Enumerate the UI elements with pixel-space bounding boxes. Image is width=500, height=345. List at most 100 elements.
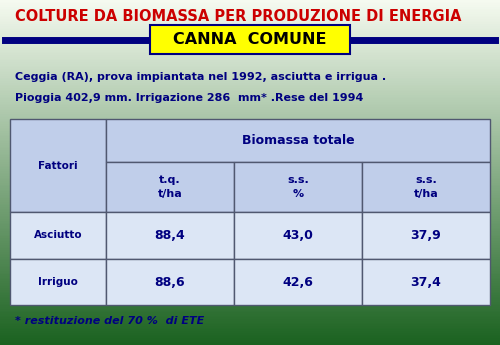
- Bar: [234, 259, 362, 305]
- Bar: [0, 219, 500, 221]
- Bar: [0, 331, 500, 333]
- Text: s.s.
%: s.s. %: [287, 175, 309, 199]
- Bar: [0, 200, 500, 202]
- Bar: [0, 136, 500, 138]
- Bar: [0, 98, 500, 100]
- Text: 43,0: 43,0: [282, 229, 314, 242]
- Bar: [0, 50, 500, 52]
- Bar: [0, 298, 500, 300]
- Bar: [0, 41, 500, 43]
- Bar: [0, 9, 500, 10]
- Bar: [0, 183, 500, 185]
- Text: Asciutto: Asciutto: [34, 230, 82, 240]
- Bar: [0, 188, 500, 190]
- Bar: [0, 279, 500, 281]
- Bar: [0, 119, 500, 121]
- Bar: [0, 207, 500, 209]
- Bar: [0, 224, 500, 226]
- Bar: [0, 59, 500, 60]
- Bar: [0, 233, 500, 235]
- Bar: [10, 119, 106, 212]
- Bar: [0, 81, 500, 83]
- Bar: [0, 252, 500, 254]
- Bar: [0, 21, 500, 22]
- Bar: [0, 326, 500, 328]
- Bar: [0, 172, 500, 174]
- Bar: [0, 240, 500, 241]
- Bar: [0, 179, 500, 181]
- Bar: [0, 281, 500, 283]
- Bar: [0, 107, 500, 109]
- Bar: [0, 2, 500, 3]
- Bar: [0, 267, 500, 269]
- Bar: [0, 62, 500, 64]
- Bar: [0, 40, 500, 41]
- Bar: [0, 297, 500, 298]
- Bar: [0, 141, 500, 143]
- Bar: [106, 259, 234, 305]
- Bar: [0, 152, 500, 154]
- Bar: [150, 25, 350, 54]
- Bar: [0, 323, 500, 324]
- Text: t.q.
t/ha: t.q. t/ha: [158, 175, 182, 199]
- Bar: [0, 274, 500, 276]
- Bar: [0, 124, 500, 126]
- Text: 88,4: 88,4: [154, 229, 186, 242]
- Bar: [0, 324, 500, 326]
- Bar: [0, 181, 500, 183]
- Bar: [0, 195, 500, 197]
- Bar: [0, 204, 500, 205]
- Bar: [0, 193, 500, 195]
- Bar: [0, 245, 500, 247]
- Bar: [0, 335, 500, 336]
- Bar: [0, 255, 500, 257]
- Bar: [0, 228, 500, 229]
- Bar: [0, 302, 500, 304]
- Bar: [0, 31, 500, 33]
- Bar: [0, 135, 500, 136]
- Bar: [0, 343, 500, 345]
- Bar: [0, 214, 500, 216]
- Bar: [0, 57, 500, 59]
- Bar: [0, 88, 500, 90]
- Bar: [0, 12, 500, 14]
- Bar: [0, 260, 500, 262]
- Bar: [0, 157, 500, 159]
- Bar: [0, 209, 500, 210]
- Bar: [0, 292, 500, 293]
- Bar: [0, 241, 500, 243]
- Bar: [0, 305, 500, 307]
- Text: s.s.
t/ha: s.s. t/ha: [414, 175, 438, 199]
- Bar: [0, 93, 500, 95]
- Bar: [0, 131, 500, 133]
- Bar: [0, 293, 500, 295]
- Bar: [0, 338, 500, 340]
- Bar: [0, 48, 500, 50]
- Bar: [0, 285, 500, 286]
- Bar: [0, 202, 500, 204]
- Bar: [0, 319, 500, 321]
- Bar: [0, 247, 500, 248]
- Bar: [0, 90, 500, 91]
- Bar: [0, 162, 500, 164]
- Bar: [0, 129, 500, 131]
- Bar: [106, 162, 234, 212]
- Text: 37,4: 37,4: [410, 276, 442, 288]
- Bar: [0, 288, 500, 290]
- Bar: [0, 176, 500, 178]
- Bar: [362, 259, 490, 305]
- Bar: [0, 223, 500, 224]
- Bar: [0, 314, 500, 316]
- Bar: [0, 316, 500, 317]
- Text: 88,6: 88,6: [154, 276, 186, 288]
- Bar: [0, 150, 500, 152]
- Bar: [0, 266, 500, 267]
- Text: 42,6: 42,6: [282, 276, 314, 288]
- Bar: [0, 91, 500, 93]
- Bar: [0, 257, 500, 259]
- Bar: [0, 53, 500, 55]
- Bar: [0, 269, 500, 271]
- Bar: [0, 126, 500, 128]
- Bar: [0, 278, 500, 279]
- Bar: [0, 10, 500, 12]
